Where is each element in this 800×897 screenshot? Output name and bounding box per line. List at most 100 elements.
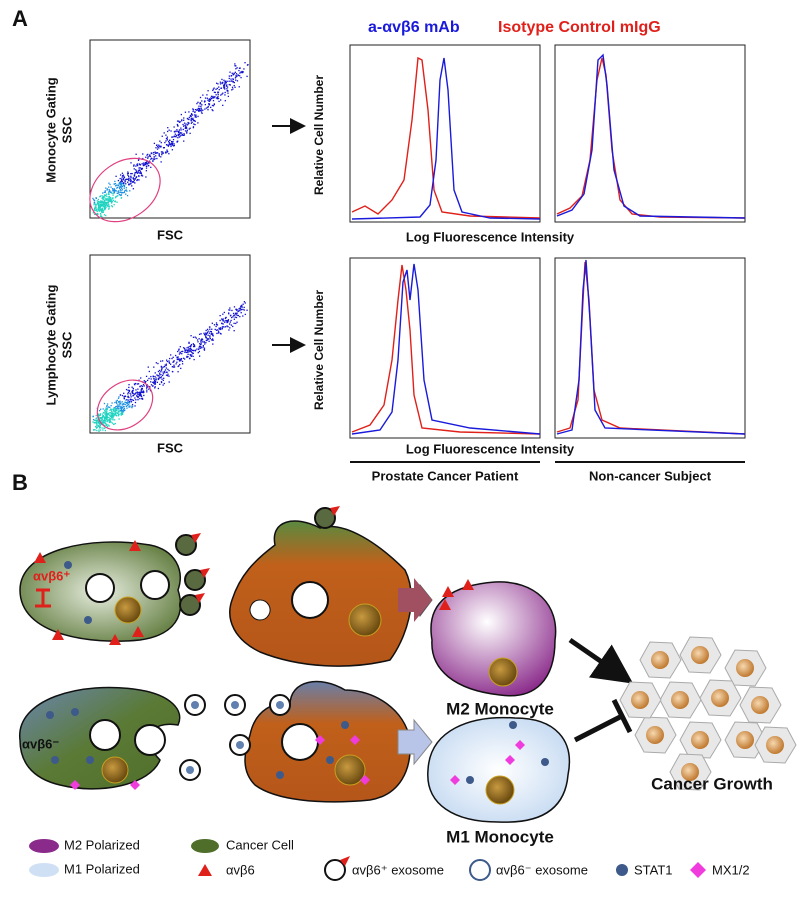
scatter-dot <box>156 157 158 160</box>
scatter-dot <box>109 197 112 199</box>
scatter-dot <box>179 358 182 360</box>
scatter-dot <box>117 179 120 182</box>
scatter-dot <box>207 99 209 101</box>
scatter-dot <box>99 422 101 425</box>
scatter-dot <box>120 411 123 413</box>
scatter-dot <box>234 77 237 79</box>
scatter-dot <box>150 381 152 383</box>
scatter-dot <box>106 424 108 426</box>
scatter-dot <box>134 178 137 180</box>
scatter-dot <box>217 95 219 98</box>
scatter-dot <box>106 202 108 205</box>
scatter-dot <box>140 168 143 170</box>
scatter-dot <box>206 332 208 335</box>
gate <box>89 157 161 223</box>
scatter-dot <box>105 408 108 411</box>
scatter-dot <box>145 162 148 164</box>
scatter-dot <box>126 404 128 407</box>
scatter-dot <box>204 108 206 110</box>
scatter-dot <box>188 118 190 121</box>
scatter-dot <box>199 109 202 111</box>
scatter-dot <box>182 357 185 359</box>
scatter-dot <box>118 400 120 403</box>
scatter-dot <box>191 351 193 354</box>
scatter-dot <box>204 103 206 106</box>
scatter-dot <box>185 351 188 354</box>
scatter-dot <box>244 302 246 304</box>
scatter-dot <box>185 126 188 128</box>
scatter-dot <box>136 164 139 167</box>
scatter-dot <box>202 94 204 96</box>
scatter-dot <box>115 190 117 192</box>
scatter-dot <box>163 370 166 373</box>
scatter-dot <box>235 74 237 77</box>
scatter-dot <box>146 391 148 393</box>
scatter-dot <box>238 308 240 310</box>
scatter-dot <box>153 382 155 385</box>
scatter-dot <box>223 326 225 328</box>
scatter-dot <box>126 178 128 180</box>
scatter-dot <box>206 328 209 331</box>
scatter-dot <box>222 318 224 320</box>
scatter-dot <box>177 371 179 373</box>
scatter-dot <box>114 200 117 202</box>
scatter-dot <box>95 204 97 207</box>
tumor-nucleus <box>766 736 784 754</box>
scatter-dot <box>232 312 235 315</box>
scatter-dot <box>117 192 119 194</box>
scatter-dot <box>141 398 143 400</box>
scatter-dot <box>170 143 172 146</box>
scatter-dot <box>120 406 122 408</box>
scatter-dot <box>112 418 114 420</box>
scatter-dot <box>99 215 102 217</box>
scatter-dot <box>223 86 226 88</box>
tumor-nucleus <box>736 659 754 677</box>
scatter-dot <box>172 138 175 141</box>
scatter-dot <box>200 340 202 342</box>
scatter-dot <box>187 353 189 355</box>
scatter-dot <box>186 131 188 133</box>
scatter-dot <box>178 129 181 131</box>
scatter-dot <box>127 172 129 174</box>
scatter-dot <box>192 349 195 352</box>
scatter-dot <box>134 171 137 174</box>
scatter-dot <box>168 361 170 363</box>
scatter-dot <box>208 104 210 106</box>
scatter-dot <box>98 208 100 210</box>
tumor-nucleus <box>671 691 689 709</box>
scatter-dot <box>123 395 125 398</box>
scatter-dot <box>143 391 145 393</box>
scatter-dot <box>102 211 104 213</box>
scatter-dot <box>99 420 102 422</box>
scatter-dot <box>125 388 128 391</box>
scatter-dot <box>104 413 106 415</box>
scatter-dot <box>184 130 187 132</box>
scatter-dot <box>149 386 151 388</box>
scatter-dot <box>101 208 103 210</box>
scatter-dot <box>159 383 161 385</box>
scatter-dot <box>109 414 111 416</box>
scatter-dot <box>197 122 199 124</box>
scatter-dot <box>181 363 184 365</box>
scatter-dot <box>164 369 167 371</box>
scatter-dot <box>243 301 246 303</box>
scatter-dot <box>130 394 132 396</box>
scatter-dot <box>131 172 133 175</box>
scatter-dot <box>203 347 206 349</box>
scatter-dot <box>92 212 94 214</box>
legend-label: Cancer Cell <box>226 837 294 852</box>
scatter-dot <box>241 306 243 308</box>
scatter-dot <box>183 119 185 121</box>
scatter-dot <box>149 155 152 158</box>
scatter-dot <box>120 407 122 409</box>
scatter-dot <box>206 94 208 96</box>
scatter-dot <box>140 171 142 174</box>
scatter-dot <box>228 312 230 314</box>
scatter-dot <box>213 96 215 98</box>
integrin <box>129 540 141 551</box>
scatter-dot <box>103 427 105 429</box>
scatter-dot <box>100 210 103 212</box>
scatter-dot <box>174 354 177 357</box>
scatter-dot <box>203 349 206 351</box>
scatter-dot <box>198 107 200 110</box>
